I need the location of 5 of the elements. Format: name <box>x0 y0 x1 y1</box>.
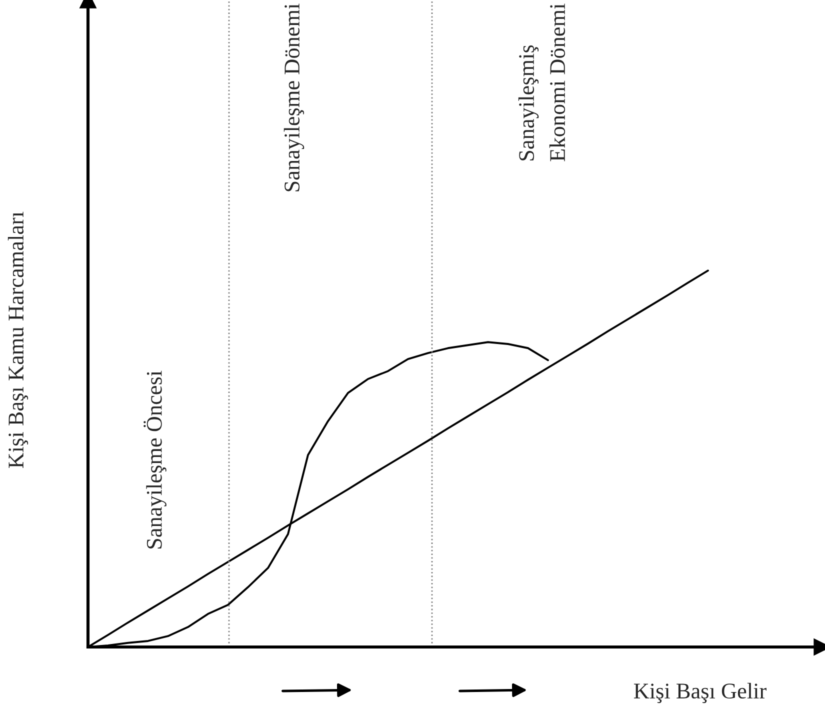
y-axis-title: Kişi Başı Kamu Harcamaları <box>8 212 28 468</box>
text: Sanayileşmiş Ekonomi Dönemi <box>518 4 566 162</box>
annotation: Sanayileşme Öncesi <box>144 370 166 548</box>
text: Sanayileşme Dönemi <box>284 4 304 192</box>
x-axis-title: Kişi Başı Gelir <box>634 682 766 704</box>
